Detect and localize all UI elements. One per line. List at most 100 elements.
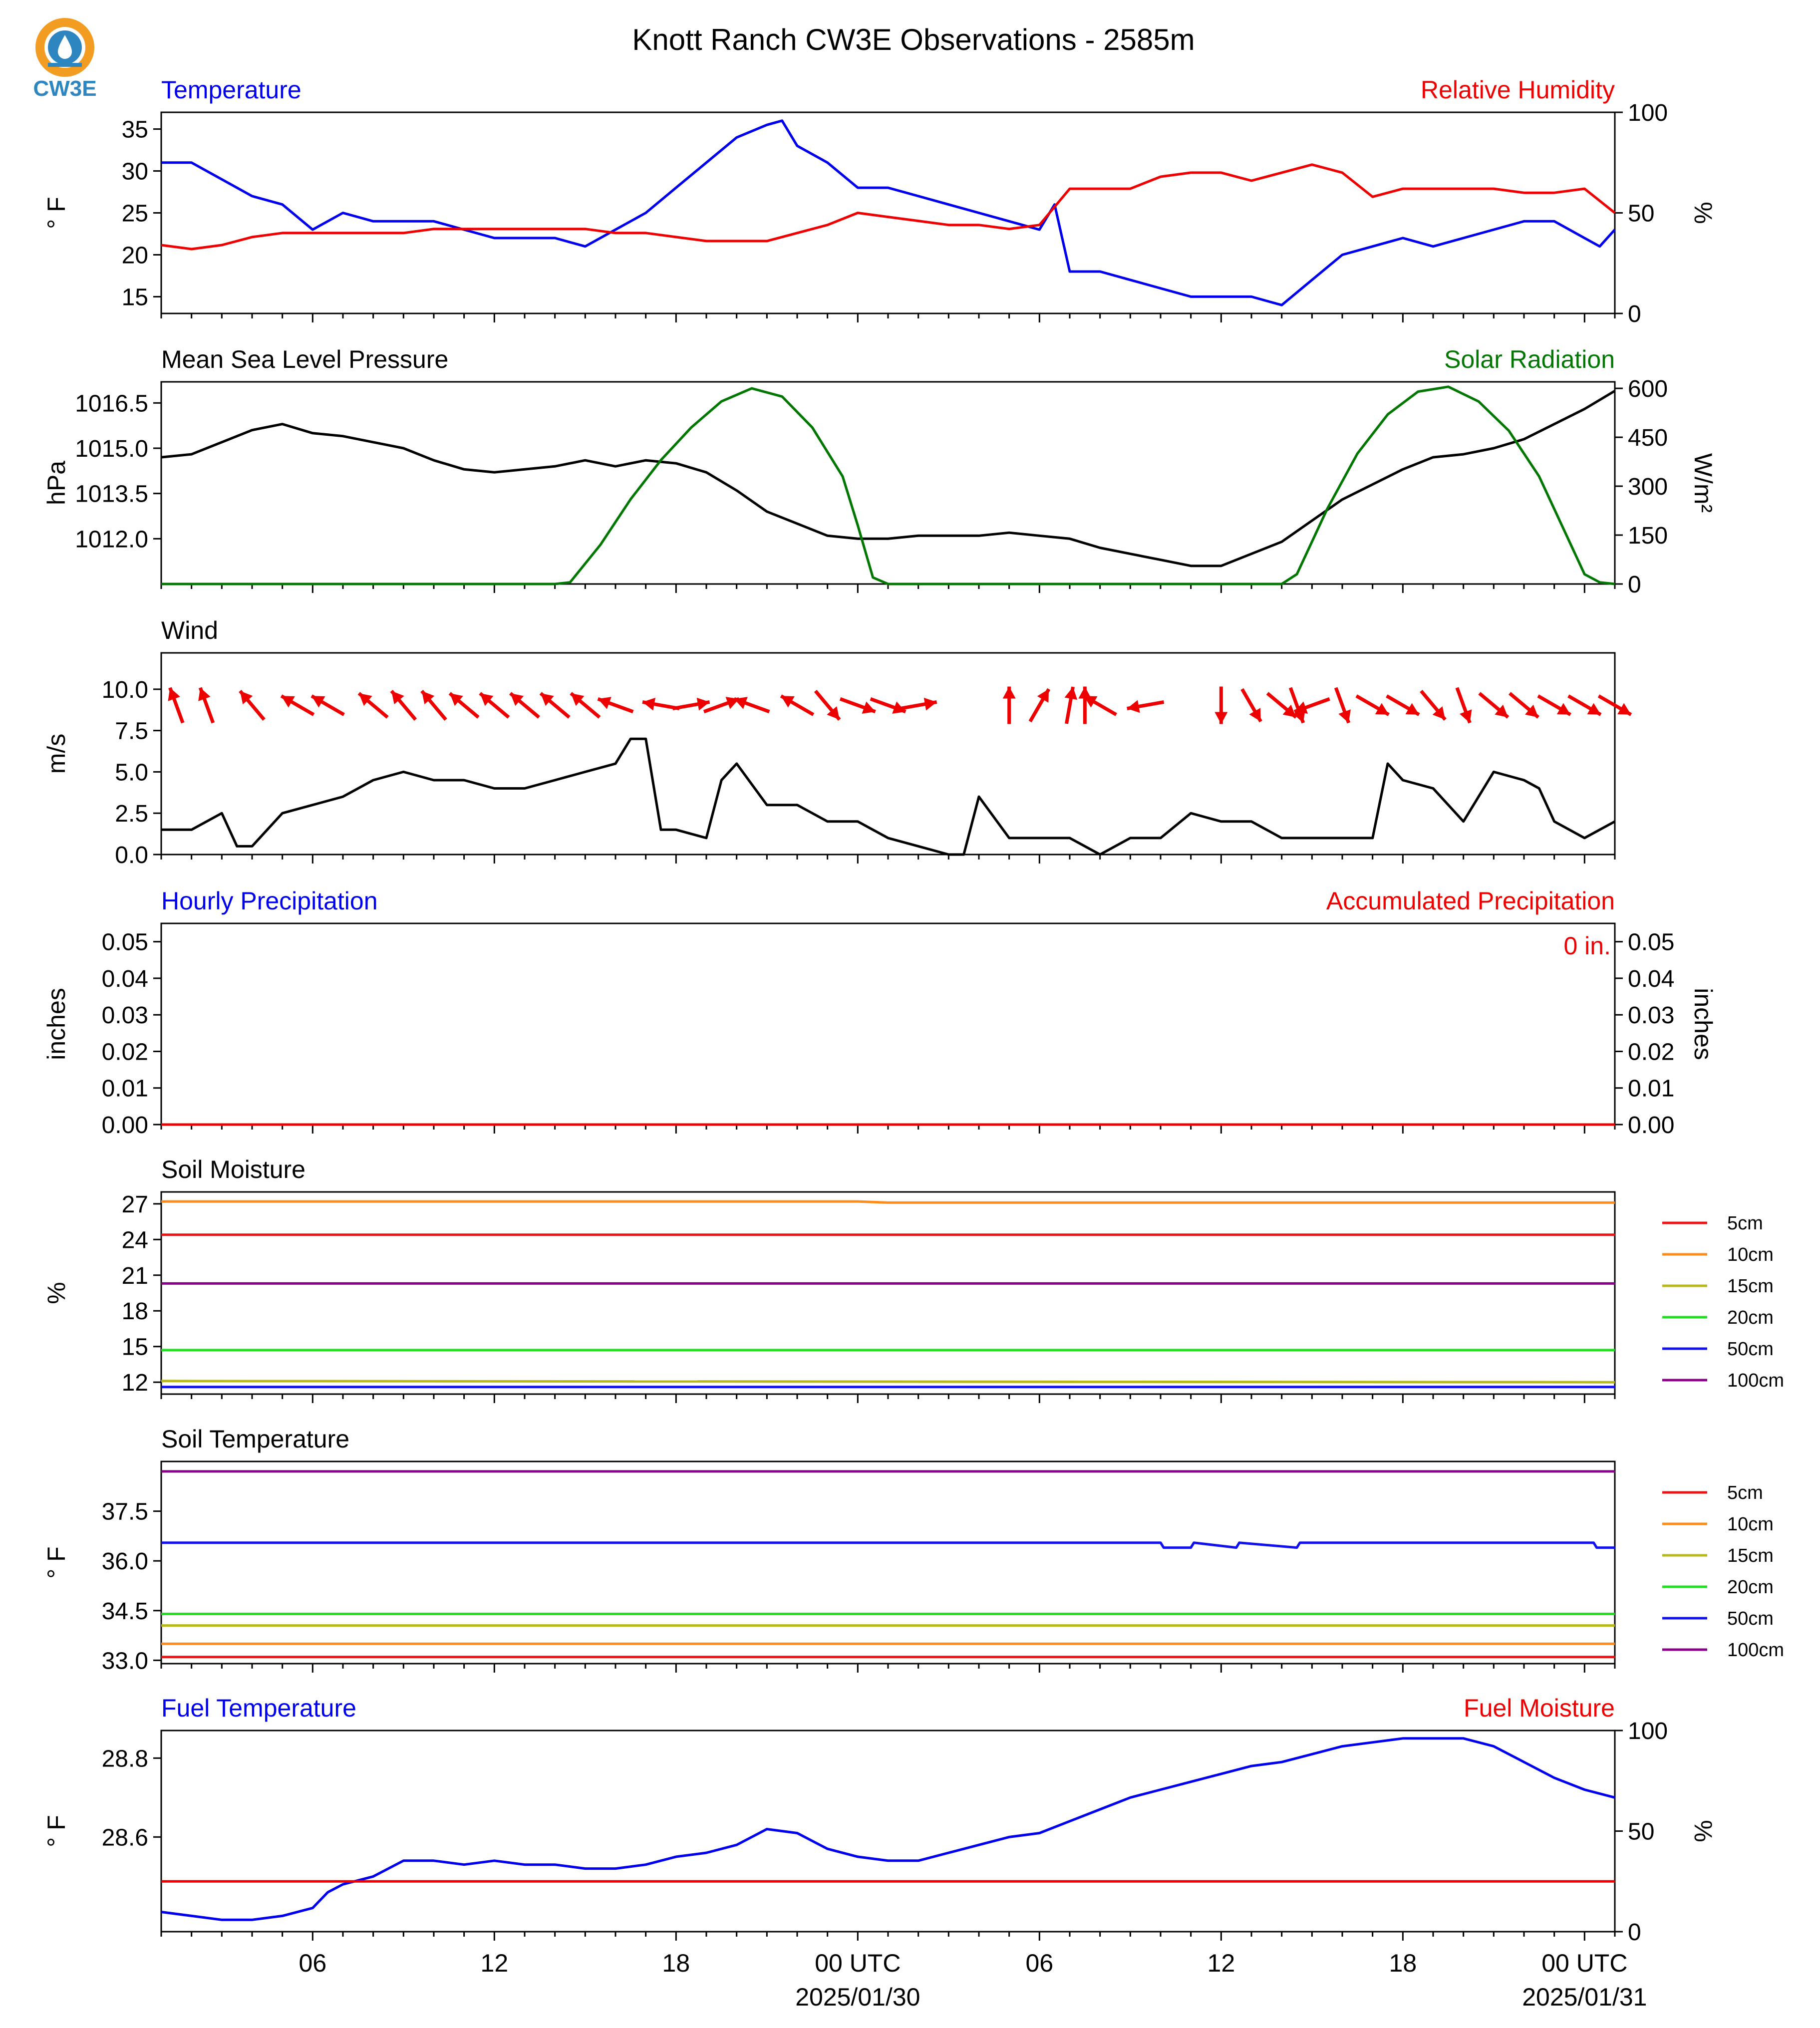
wind-left-title: Wind: [161, 616, 218, 644]
fuel-series-line-0: [161, 1737, 1615, 1921]
wind-arrow: [1266, 692, 1297, 719]
wind-arrow-head: [1587, 703, 1601, 715]
precipitation-y2-tick-label: 0.05: [1628, 929, 1674, 956]
fuel-y2-tick-label: 50: [1628, 1819, 1654, 1845]
pressure-solar-series-line-0: [161, 389, 1616, 568]
wind-arrow-head: [540, 693, 554, 706]
wind-arrow: [357, 692, 389, 719]
temperature-humidity-y2-tick-label: 50: [1628, 201, 1654, 227]
cw3e-logo: CW3E: [33, 18, 97, 101]
wind-arrow: [1537, 694, 1571, 716]
wind-arrow-head: [1084, 696, 1098, 708]
fuel-right-title: Fuel Moisture: [1464, 1694, 1615, 1722]
precipitation-y-tick-label: 0.05: [102, 929, 148, 956]
pressure-solar-y2-tick-label: 300: [1628, 474, 1668, 500]
date-label: 2025/01/31: [1522, 1983, 1647, 2011]
wind-arrow-head: [358, 693, 372, 706]
wind-arrow-head: [1460, 709, 1472, 723]
precipitation-y-tick-label: 0.03: [102, 1002, 148, 1029]
soil-temperature-y-tick-label: 34.5: [102, 1598, 148, 1625]
temperature-humidity-series-line-1: [161, 163, 1616, 251]
temperature-humidity-plot-frame: [160, 111, 1616, 314]
wind-arrow: [239, 690, 266, 721]
wind-arrow-head: [1282, 704, 1296, 718]
soil-moisture-y-tick-label: 21: [122, 1263, 148, 1289]
wind-arrow-head: [696, 697, 710, 711]
wind-arrow-head: [1294, 701, 1308, 714]
pressure-solar-y2-axis-label: W/m²: [1689, 453, 1717, 513]
pressure-solar-y2-tick-label: 0: [1628, 572, 1641, 598]
wind-arrow: [280, 694, 315, 716]
wind-arrow: [597, 697, 634, 714]
wind-arrow-head: [892, 701, 906, 714]
date-label: 2025/01/30: [795, 1983, 920, 2011]
wind-arrow-head: [1405, 703, 1419, 715]
wind-arrow: [839, 697, 876, 714]
temperature-humidity-panel: Temperature Relative Humidity 15 20 25 30 35 ° …: [42, 76, 1717, 327]
wind-arrow-head: [1524, 704, 1538, 718]
soil-temperature-plot-frame: [160, 1460, 1616, 1665]
precipitation-y2-tick-label: 0.01: [1628, 1076, 1674, 1102]
wind-arrow-head: [1214, 712, 1228, 724]
wind-arrow-head: [781, 696, 795, 708]
fuel-y2-tick-label: 0: [1628, 1919, 1641, 1946]
soil-temperature-legend-label: 100cm: [1727, 1640, 1784, 1661]
wind-arrow-head: [449, 693, 463, 706]
soil-temperature-legend-label: 20cm: [1727, 1577, 1774, 1598]
pressure-solar-y-axis-label: hPa: [42, 461, 70, 505]
soil-temperature-y-tick-label: 33.0: [102, 1648, 148, 1674]
wind-arrow-head: [240, 691, 253, 705]
wind-y-tick-label: 0.0: [115, 842, 148, 869]
soil-moisture-legend-label: 15cm: [1727, 1276, 1774, 1297]
page-title: Knott Ranch CW3E Observations - 2585m: [632, 23, 1195, 56]
wind-arrow-head: [1617, 703, 1631, 715]
wind-arrow-head: [1127, 700, 1140, 713]
wind-y-tick-label: 10.0: [102, 677, 148, 703]
wind-arrow: [1293, 697, 1330, 714]
wind-arrow: [539, 692, 571, 719]
precipitation-left-title: Hourly Precipitation: [161, 887, 378, 915]
soil-moisture-legend-label: 50cm: [1727, 1339, 1774, 1360]
precipitation-y-axis-label: inches: [42, 988, 70, 1060]
wind-arrow: [733, 697, 770, 714]
wind-arrow: [1083, 694, 1117, 716]
soil-moisture-y-tick-label: 18: [122, 1298, 148, 1325]
precipitation-y-tick-label: 0.04: [102, 966, 148, 992]
fuel-panel: Fuel Temperature Fuel Moisture 28.6 28.8 ° F…: [42, 1694, 1717, 1946]
pressure-solar-panel: Mean Sea Level Pressure Solar Radiation 10…: [42, 345, 1717, 598]
pressure-solar-y-tick-label: 1016.5: [75, 390, 148, 417]
soil-moisture-panel: Soil Moisture 12 15 18 21 24 27% 5cm 10cm 15cm 20c…: [42, 1156, 1784, 1403]
wind-arrow: [448, 692, 480, 719]
pressure-solar-left-title: Mean Sea Level Pressure: [161, 345, 448, 373]
wind-arrow-head: [480, 693, 494, 706]
wind-arrow-head: [1249, 708, 1261, 722]
pressure-solar-y-tick-label: 1013.5: [75, 481, 148, 508]
pressure-solar-series-line-1: [161, 385, 1615, 585]
soil-temperature-legend-label: 50cm: [1727, 1608, 1774, 1629]
wind-arrow-head: [311, 696, 325, 708]
pressure-solar-plot-frame: [160, 381, 1616, 585]
wind-arrow-head: [1495, 704, 1509, 718]
pressure-solar-y2-tick-label: 150: [1628, 523, 1668, 549]
temperature-humidity-series-line-0: [161, 119, 1616, 306]
temperature-humidity-y-tick-label: 30: [122, 159, 148, 185]
soil-moisture-legend: 5cm 10cm 15cm 20cm 50cm 100cm: [1662, 1213, 1784, 1391]
wind-arrow-head: [598, 697, 611, 709]
time-tick-label: 18: [1389, 1949, 1417, 1977]
precipitation-y-tick-label: 0.01: [102, 1076, 148, 1102]
wind-arrow-head: [642, 697, 655, 711]
wind-series-line-0: [161, 737, 1616, 856]
wind-arrow-head: [1078, 686, 1092, 699]
wind-arrow: [1240, 688, 1262, 723]
fuel-left-title: Fuel Temperature: [161, 1694, 356, 1722]
wind-arrow: [1078, 686, 1092, 724]
wind-arrow: [168, 687, 185, 724]
temperature-humidity-left-title: Temperature: [161, 76, 302, 104]
precipitation-y-tick-label: 0.00: [102, 1112, 148, 1139]
pressure-solar-right-title: Solar Radiation: [1444, 345, 1615, 373]
wind-arrow: [1355, 694, 1390, 716]
soil-temperature-legend-label: 10cm: [1727, 1514, 1774, 1535]
wind-arrow-head: [281, 696, 295, 708]
temperature-humidity-y-tick-label: 20: [122, 242, 148, 269]
